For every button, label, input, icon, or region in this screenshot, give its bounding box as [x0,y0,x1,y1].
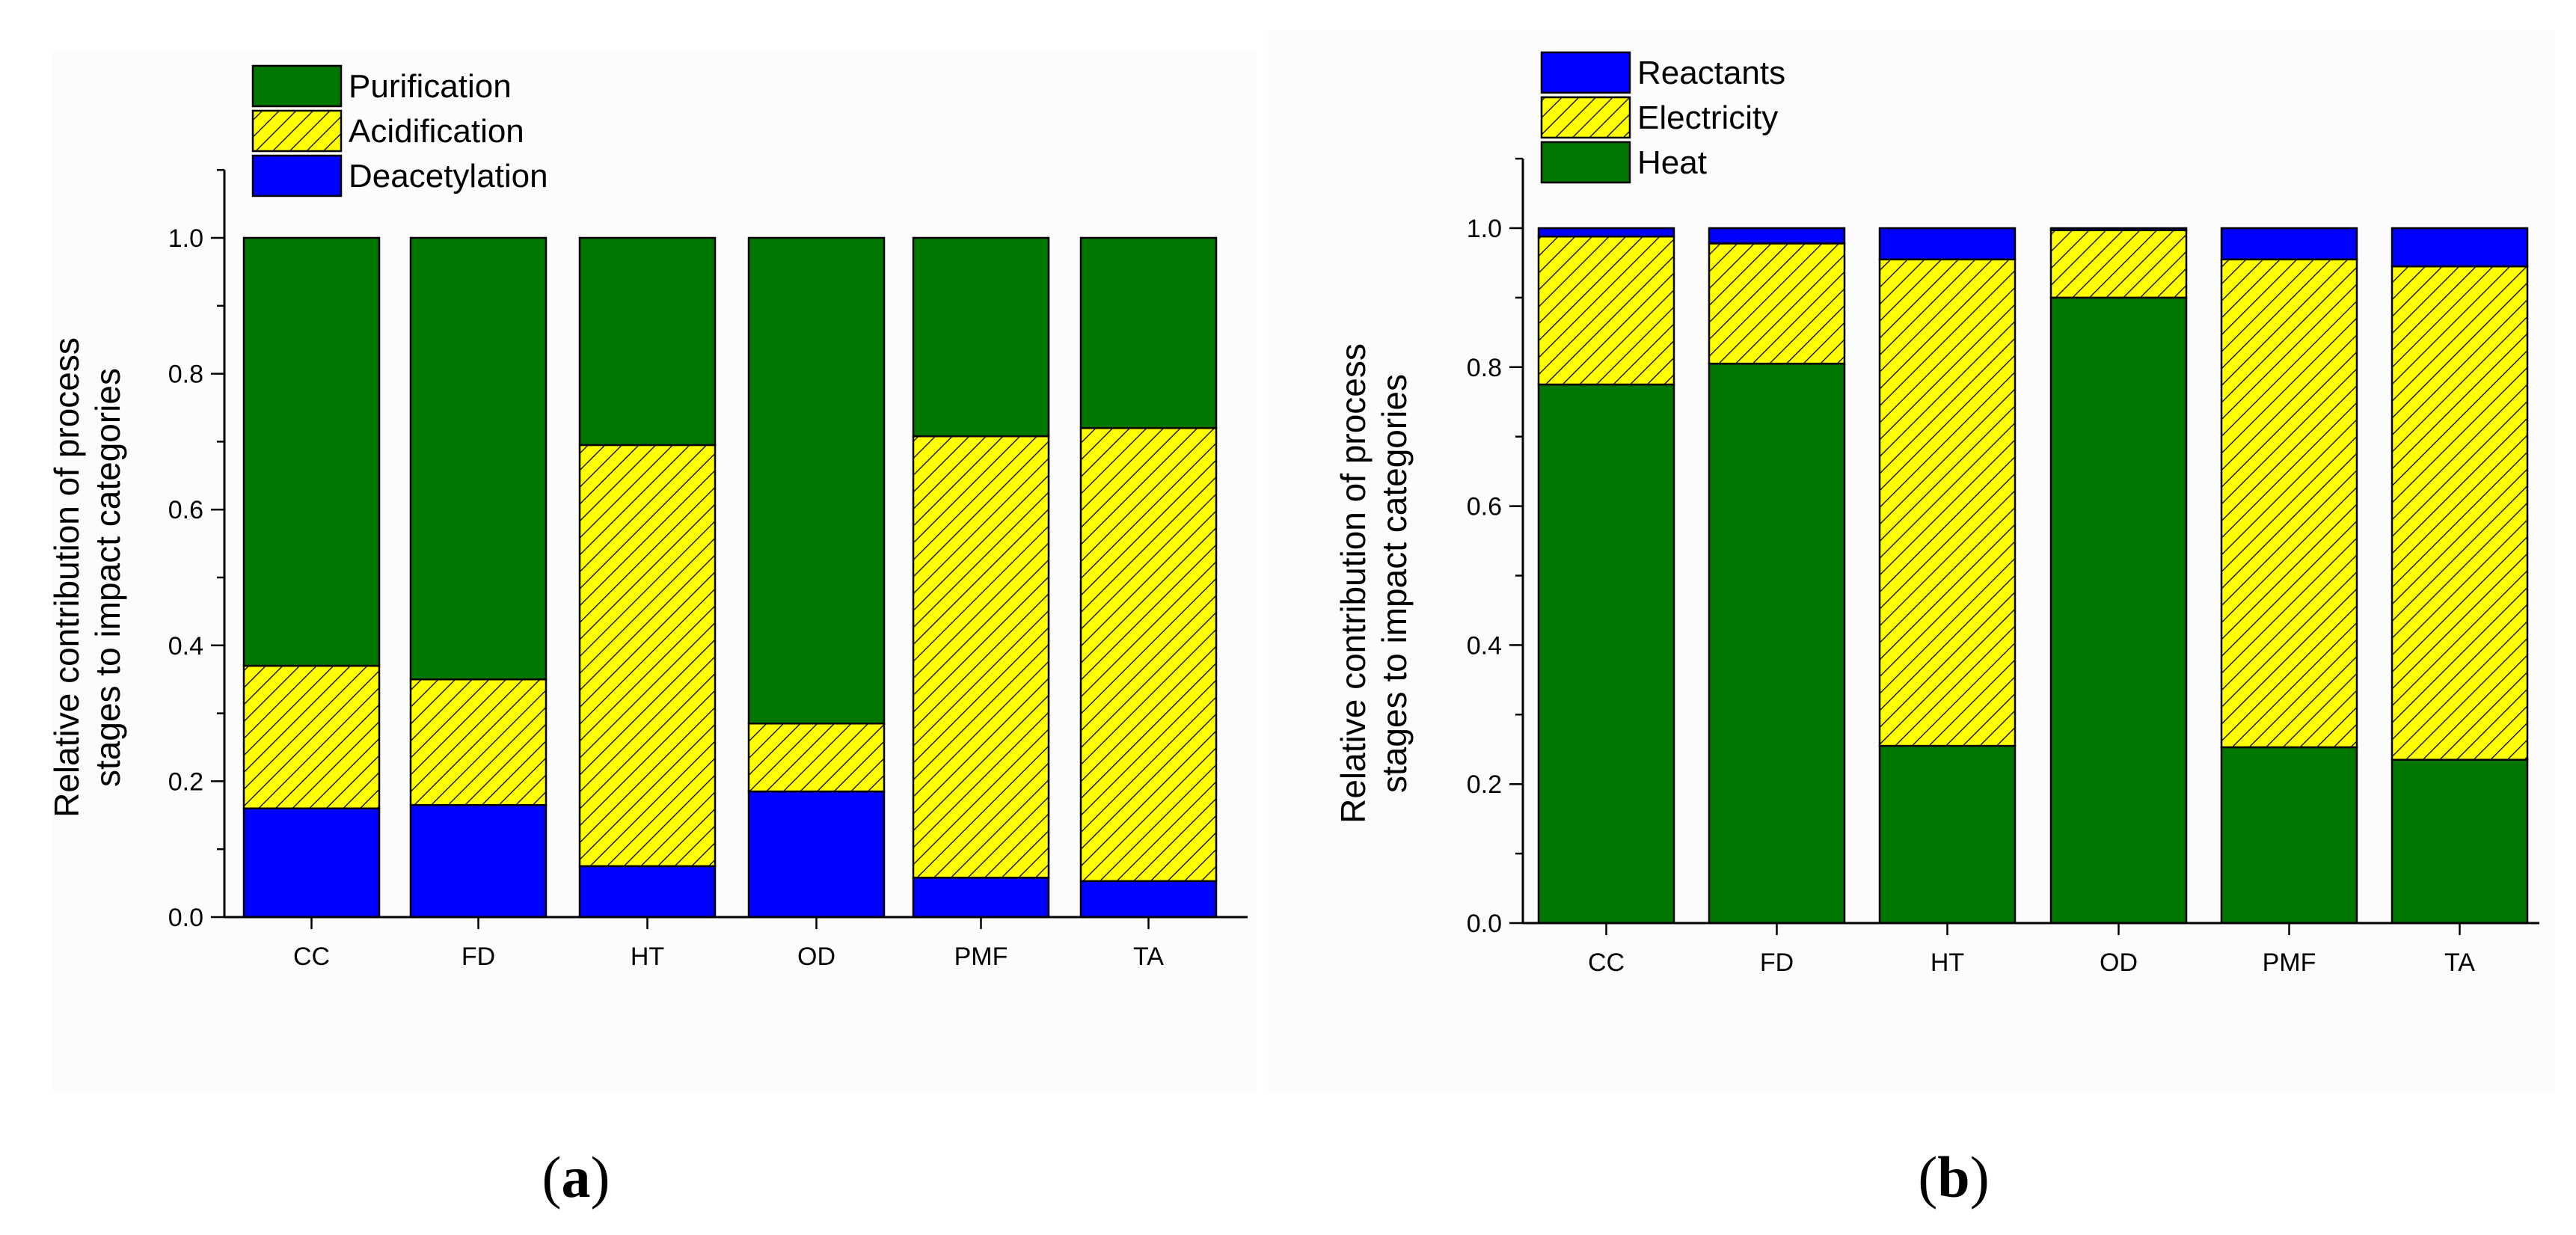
x-tick-label-cc: CC [293,943,330,971]
y-tick-label: 0.8 [1467,354,1502,382]
y-axis-label-line: stages to impact categories [88,368,127,787]
bar-b-od-electricity [2049,229,2188,299]
y-tick-label: 0.4 [1467,631,1502,660]
chart-panel-a: 0.0 0.2 0.4 0.6 0.8 1.0 CC FD HT OD PMF TA Relative … [47,64,1248,971]
legend-swatch-purification [251,64,343,108]
x-tick-label-od: OD [797,943,835,971]
bar-a-fd-acidification [409,678,548,806]
bar-a-ta-purification [1079,236,1218,429]
bar-a-ht-purification [578,236,717,447]
panel-b-label: (b) [1918,1144,1989,1210]
bar-b-ta-heat [2391,759,2529,925]
y-tick-label: 0.6 [1467,493,1502,521]
y-tick-label: 0.4 [168,632,203,661]
x-tick-label-cc: CC [1588,949,1625,977]
y-axis-label-line: Relative contribution of process [1334,343,1373,824]
legend-label-reactants: Reactants [1637,55,1785,91]
bar-b-ta-reactants [2391,227,2529,268]
y-tick-label: 0.2 [1467,770,1502,799]
y-tick-label: 0.0 [1467,910,1502,938]
bar-a-fd-purification [409,236,548,681]
y-axis-label: Relative contribution of processstages t… [47,337,127,818]
y-tick-label: 0.6 [168,496,203,524]
x-tick-label-pmf: PMF [954,943,1008,971]
legend-swatch-reactants [1540,51,1631,94]
y-axis-label-line: Relative contribution of process [47,337,86,818]
bar-b-fd-heat [1708,362,1846,925]
bar-b-pmf-heat [2220,746,2358,925]
legend-swatch-electricity [1540,96,1631,139]
bar-b-cc-electricity [1537,235,1675,386]
bar-b-cc-reactants [1537,227,1675,238]
bar-a-od-deacetylation [747,790,886,919]
bar-b-pmf-electricity [2220,258,2358,749]
bar-b-fd-reactants [1708,227,1846,245]
x-tick-label-od: OD [2100,949,2138,977]
bar-b-ht-reactants [1878,227,2017,261]
legend-label-purification: Purification [349,68,512,105]
y-tick-label: 0.0 [168,904,203,932]
bar-a-cc-acidification [242,664,381,809]
bar-b-fd-electricity [1708,242,1846,365]
x-tick-label-ht: HT [631,943,664,971]
y-tick-label: 1.0 [168,224,203,253]
bar-a-cc-deacetylation [242,807,381,919]
x-tick-label-ta: TA [1133,943,1164,971]
x-tick-label-fd: FD [1760,949,1794,977]
bar-a-ht-acidification [578,444,717,868]
bar-a-cc-purification [242,236,381,667]
bar-a-od-acidification [747,722,886,793]
bar-a-pmf-purification [912,236,1050,438]
x-tick-label-ta: TA [2444,949,2475,977]
legend-swatch-deacetylation [251,154,343,197]
bar-b-pmf-reactants [2220,227,2358,261]
legend-label-heat: Heat [1637,144,1707,181]
y-tick-label: 1.0 [1467,215,1502,243]
legend-swatch-heat [1540,141,1631,184]
bar-b-ta-electricity [2391,265,2529,761]
bar-a-fd-deacetylation [409,803,548,919]
bar-a-pmf-acidification [912,435,1050,879]
legend-label-deacetylation: Deacetylation [349,158,548,194]
chart-panel-b: 0.0 0.2 0.4 0.6 0.8 1.0 CC FD HT OD PMF TA Relative … [1334,51,2539,977]
x-tick-label-ht: HT [1931,949,1964,977]
bar-a-pmf-deacetylation [912,877,1050,919]
x-tick-label-fd: FD [461,943,495,971]
y-tick-label: 0.8 [168,361,203,389]
bar-a-od-purification [747,236,886,725]
bar-b-ht-electricity [1878,258,2017,747]
legend-swatch-acidification [251,109,343,153]
x-tick-label-pmf: PMF [2263,949,2316,977]
bar-b-od-reactants [2049,227,2188,232]
legend-label-electricity: Electricity [1637,99,1778,136]
y-axis-label: Relative contribution of processstages t… [1334,343,1414,824]
bar-a-ta-acidification [1079,426,1218,883]
bar-b-od-heat [2049,296,2188,925]
bar-b-cc-heat [1537,383,1675,925]
bar-a-ta-deacetylation [1079,880,1218,919]
bar-b-ht-heat [1878,744,2017,925]
bar-a-ht-deacetylation [578,865,717,919]
legend-label-acidification: Acidification [349,113,524,150]
y-tick-label: 0.2 [168,767,203,796]
y-axis-label-line: stages to impact categories [1375,374,1414,793]
panel-a-label: (a) [542,1144,610,1210]
